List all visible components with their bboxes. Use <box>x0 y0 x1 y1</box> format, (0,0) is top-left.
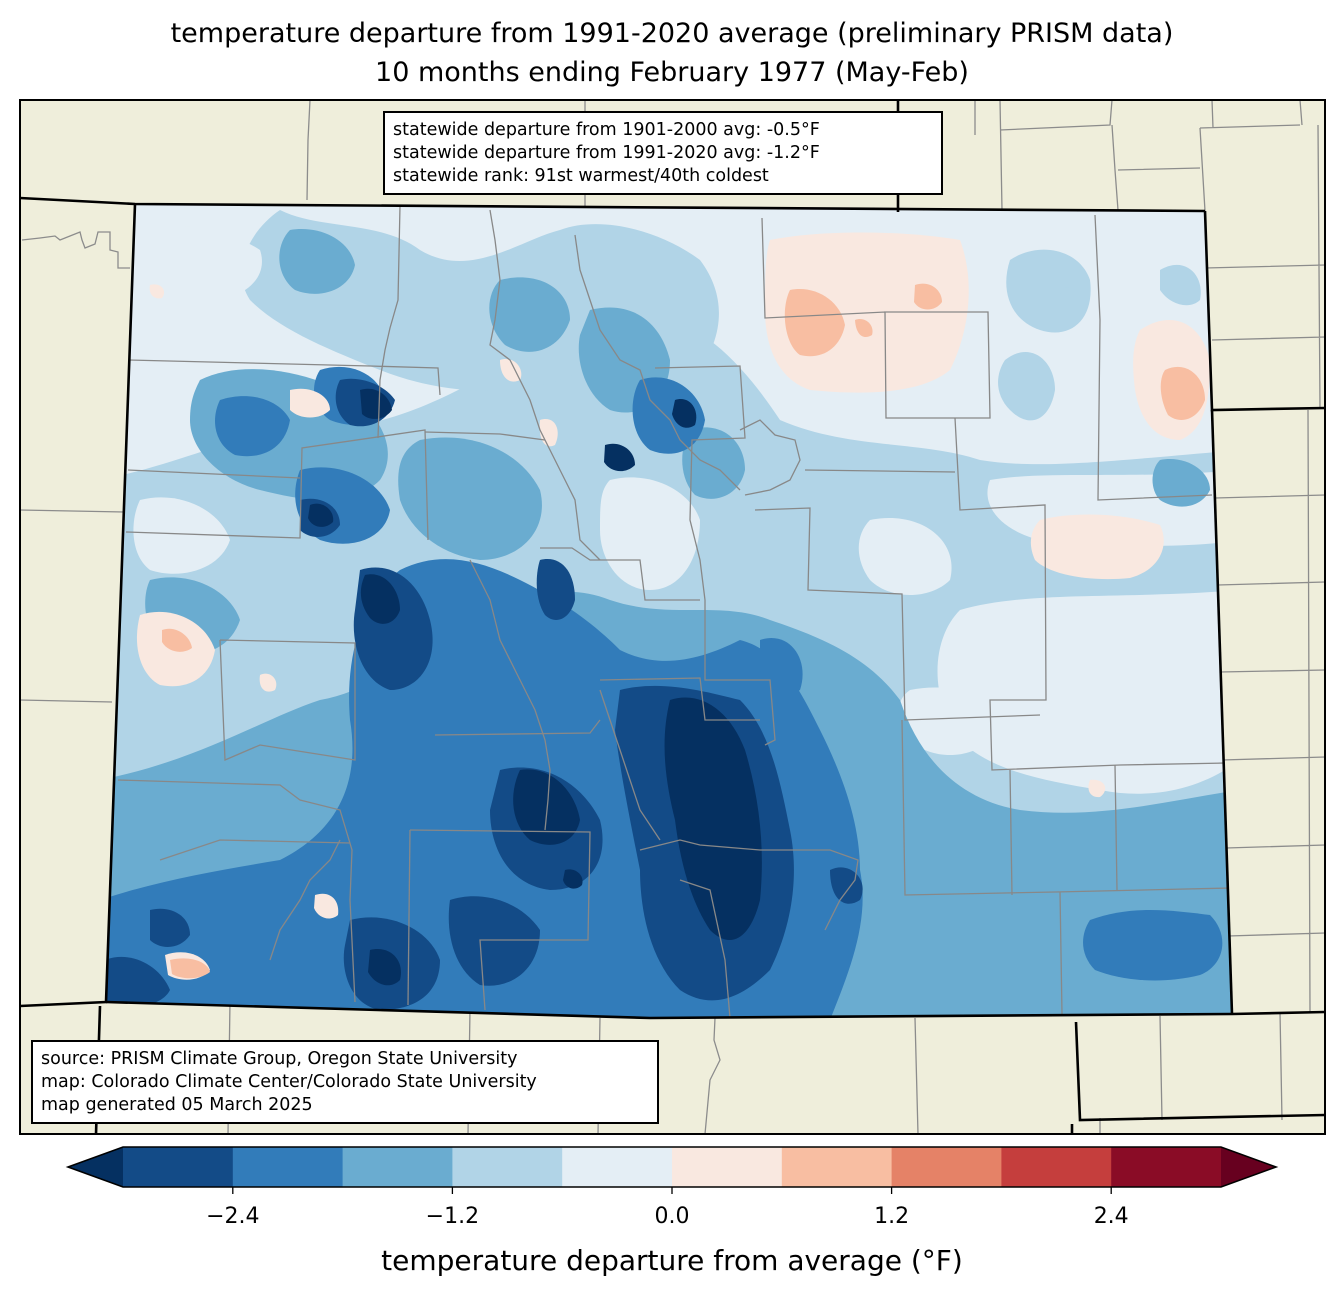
colorbar-tick-label: 2.4 <box>1093 1204 1129 1229</box>
colorbar-under-arrow <box>68 1147 123 1187</box>
colorbar-band <box>232 1147 344 1187</box>
county-lines <box>117 205 1231 1018</box>
colorbar <box>65 1146 1279 1194</box>
colorbar-band <box>891 1147 1002 1187</box>
stat-rank: statewide rank: 91st warmest/40th coldes… <box>393 166 769 186</box>
colorbar-label: temperature departure from average (°F) <box>381 1244 963 1277</box>
map-title-line-1: temperature departure from 1991-2020 ave… <box>170 18 1174 49</box>
credit-source: source: PRISM Climate Group, Oregon Stat… <box>41 1049 518 1069</box>
colorbar-band <box>452 1147 563 1187</box>
colorbar-band <box>672 1147 783 1187</box>
credit-generated: map generated 05 March 2025 <box>41 1095 313 1115</box>
colorbar-band <box>342 1147 453 1187</box>
state-boundaries <box>19 100 1326 1135</box>
temperature-field <box>106 204 1232 1018</box>
colorbar-tick-label: −2.4 <box>206 1204 260 1229</box>
colorbar-outline <box>65 1146 1279 1188</box>
colorbar-tick-label: 0.0 <box>654 1204 690 1229</box>
colorbar-tick-label: 1.2 <box>874 1204 910 1229</box>
colorbar-band <box>123 1147 234 1187</box>
colorbar-band <box>781 1147 893 1187</box>
colorbar-band <box>1001 1147 1112 1187</box>
colorbar-band <box>1111 1147 1222 1187</box>
stat-departure-1991-2020: statewide departure from 1991-2020 avg: … <box>393 143 820 163</box>
credits-box: source: PRISM Climate Group, Oregon Stat… <box>31 1040 659 1124</box>
map-title-line-2: 10 months ending February 1977 (May-Feb) <box>375 57 969 88</box>
colorbar-over-arrow <box>1221 1147 1276 1187</box>
colorbar-tick-label: −1.2 <box>425 1204 480 1229</box>
stat-departure-1901-2000: statewide departure from 1901-2000 avg: … <box>393 120 820 140</box>
colorbar-band <box>562 1147 673 1187</box>
credit-map: map: Colorado Climate Center/Colorado St… <box>41 1072 537 1092</box>
statewide-stats-box: statewide departure from 1901-2000 avg: … <box>383 111 943 195</box>
map-frame <box>19 99 1326 1135</box>
